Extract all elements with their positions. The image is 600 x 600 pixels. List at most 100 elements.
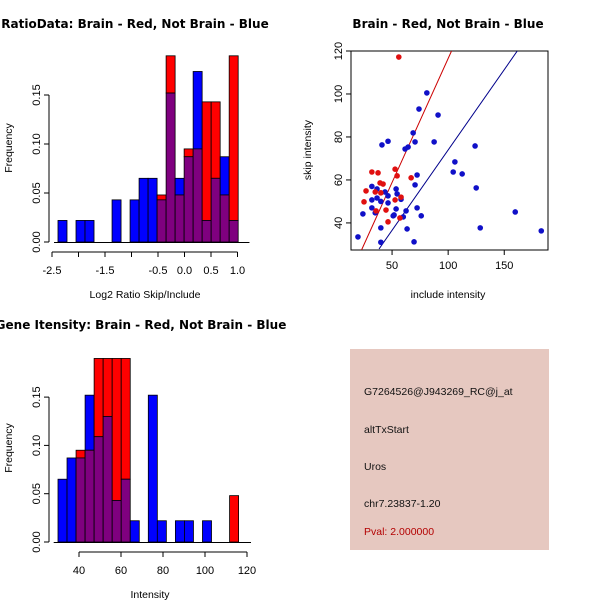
ratio-hist-x-tick-label: -0.5 [149, 265, 168, 277]
not-brain-point [414, 205, 420, 211]
not-brain-point [355, 234, 361, 240]
brain-point [380, 181, 386, 187]
not-brain-point [379, 142, 385, 148]
gene-intensity-ylabel: Frequency [3, 422, 15, 472]
gene-hist-x-tick-label: 80 [157, 565, 169, 577]
brain-point [363, 188, 369, 194]
gene-hist-y-tick-label: 0.15 [31, 386, 43, 407]
scatter-axes: 40 60 80 100 120 50 100 150 [333, 42, 513, 272]
gene-hist-y-tick-label: 0.10 [31, 435, 43, 456]
not-brain-point [538, 228, 545, 234]
gene-hist-bar-brain [102, 358, 113, 417]
ratio-hist-bar-overlap [174, 194, 185, 243]
brain-point [378, 190, 384, 196]
gene-name: Uros [364, 461, 387, 473]
genomic-location: chr7.23837-1.20 [364, 498, 441, 510]
ratio-hist-bar-overlap [228, 220, 239, 243]
brain-point [394, 173, 400, 179]
not-brain-point [411, 239, 417, 245]
gene-hist-bar-not-brain [129, 520, 140, 543]
ratio-hist-y-tick-label: 0.05 [31, 182, 43, 203]
gene-hist-bar-overlap [84, 449, 95, 543]
not-brain-point [391, 212, 397, 218]
not-brain-point [416, 106, 422, 112]
not-brain-point [393, 186, 399, 192]
gene-hist-bar-overlap [120, 478, 131, 543]
not-brain-point [404, 226, 410, 232]
scatter-x-tick-label: 150 [495, 260, 513, 272]
gene-hist-bar-brain [93, 358, 104, 438]
scatter-ylabel: skip intensity [302, 119, 314, 180]
scatter-y-tick-label: 80 [333, 131, 345, 143]
ratio-hist-bar-not-brain [129, 199, 140, 243]
event-type: altTxStart [364, 424, 409, 436]
gene-hist-y-tick-label: 0.00 [31, 531, 43, 552]
ratio-hist-bar-brain [165, 55, 176, 94]
gene-intensity-axes: 0.00 0.05 0.10 0.15 40 60 80 100 120 [31, 386, 256, 577]
ratio-hist-bar-overlap [201, 220, 212, 243]
gene-intensity-title: Gene Itensity: Brain - Red, Not Brain - … [0, 318, 286, 332]
gene-hist-x-tick-label: 100 [196, 565, 214, 577]
scatter-xlabel: include intensity [411, 289, 486, 301]
gene-hist-bar-brain [75, 449, 86, 459]
probe-id: G7264526@J943269_RC@j_at [364, 386, 513, 398]
ratio-histogram-axes: 0.00 0.05 0.10 0.15 -2.5 -1.5 -0.5 0.0 0.5 1.0 [31, 84, 250, 277]
ratio-histogram-title: RatioData: Brain - Red, Not Brain - Blue [1, 17, 268, 31]
not-brain-point [385, 193, 391, 199]
intensity-scatter: Brain - Red, Not Brain - Blue 40 60 80 100 1… [302, 17, 549, 301]
scatter-y-tick-label: 100 [333, 85, 345, 103]
ratio-hist-x-tick-label: -1.5 [96, 265, 115, 277]
gene-hist-bar-not-brain [84, 394, 95, 451]
ratio-hist-bar-brain [156, 194, 167, 201]
ratio-hist-bar-not-brain [219, 156, 230, 196]
ratio-histogram-ylabel: Frequency [3, 122, 15, 172]
not-brain-point [378, 225, 384, 231]
not-brain-point [369, 183, 375, 190]
ratio-hist-bar-overlap [192, 148, 203, 243]
not-brain-point [385, 138, 391, 145]
gene-hist-bar-not-brain [156, 520, 167, 543]
brain-point [373, 208, 379, 214]
gene-hist-bar-not-brain [174, 520, 185, 543]
not-brain-point [477, 225, 484, 231]
scatter-plot-box [350, 50, 549, 251]
gene-intensity-bars [57, 358, 240, 543]
brain-point [385, 219, 391, 225]
brain-point [361, 199, 367, 205]
not-brain-point [435, 112, 441, 118]
brain-point [408, 174, 414, 181]
brain-point [397, 215, 403, 221]
ratio-hist-bar-brain [228, 55, 239, 221]
not-brain-point [512, 209, 519, 215]
gene-hist-x-tick-label: 40 [73, 565, 85, 577]
not-brain-point [403, 208, 409, 214]
ratio-hist-bar-brain [210, 101, 221, 179]
ratio-hist-bar-not-brain [57, 220, 68, 243]
not-brain-point [410, 130, 416, 136]
ratio-hist-bar-overlap [210, 177, 221, 243]
brain-point [375, 170, 381, 176]
gene-hist-y-tick-label: 0.05 [31, 483, 43, 504]
gene-hist-bar-overlap [75, 457, 86, 543]
gene-hist-bar-overlap [111, 500, 122, 543]
scatter-x-tick-label: 100 [439, 260, 457, 272]
not-brain-point [394, 191, 400, 197]
gene-hist-bar-not-brain [202, 520, 212, 543]
brain-point [372, 189, 379, 195]
not-brain-point [431, 139, 437, 145]
info-panel: G7264526@J943269_RC@j_at altTxStart Uros… [350, 349, 549, 550]
gene-hist-x-tick-label: 60 [115, 565, 127, 577]
not-brain-point [360, 211, 366, 217]
scatter-points [355, 54, 545, 246]
ratio-hist-bar-not-brain [84, 220, 95, 243]
not-brain-point [405, 144, 411, 150]
gene-intensity-xlabel: Intensity [130, 589, 170, 600]
not-brain-point [369, 197, 375, 203]
ratio-hist-bar-overlap [165, 92, 176, 243]
ratio-hist-y-tick-label: 0.15 [31, 84, 43, 105]
ratio-histogram: RatioData: Brain - Red, Not Brain - Blue… [1, 17, 268, 301]
not-brain-point [452, 159, 458, 165]
not-brain-point [450, 169, 457, 175]
ratio-histogram-xlabel: Log2 Ratio Skip/Include [90, 289, 201, 301]
